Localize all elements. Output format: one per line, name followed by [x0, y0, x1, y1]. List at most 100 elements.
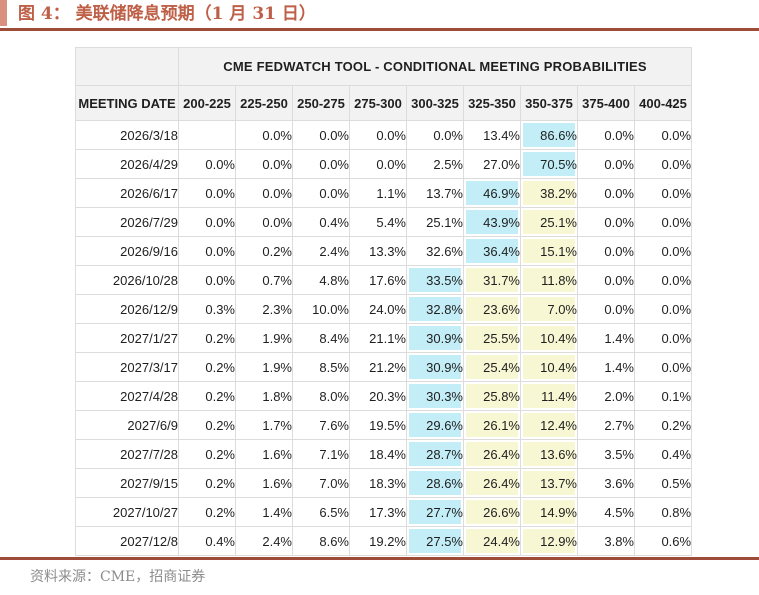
- range-header: 375-400: [577, 85, 635, 121]
- probability-cell: 3.8%: [577, 526, 635, 556]
- probability-cell: 13.7%: [406, 178, 464, 208]
- probability-cell: 86.6%: [520, 120, 578, 150]
- meeting-date-cell: 2026/3/18: [75, 120, 179, 150]
- probability-cell: 0.0%: [577, 294, 635, 324]
- probability-cell: 7.1%: [292, 439, 350, 469]
- probability-cell: 1.9%: [235, 352, 293, 382]
- probability-cell: 0.3%: [178, 294, 236, 324]
- probability-table-body: 2026/3/18 0.0% 0.0% 0.0% 0.0% 13.4% 86.6% 0.0% 0…: [75, 120, 693, 556]
- probability-cell: 7.6%: [292, 410, 350, 440]
- table-row: 2027/9/15 0.2% 1.6% 7.0% 18.3% 28.6% 26.4% 13.7…: [75, 468, 693, 498]
- table-title: CME FEDWATCH TOOL - CONDITIONAL MEETING …: [177, 47, 693, 86]
- meeting-date-cell: 2027/9/15: [75, 468, 179, 498]
- probability-cell: 18.4%: [349, 439, 407, 469]
- table-row: 2027/6/9 0.2% 1.7% 7.6% 19.5% 29.6% 26.1% 12.4%…: [75, 410, 693, 440]
- meeting-date-cell: 2026/12/9: [75, 294, 179, 324]
- probability-cell: 0.2%: [178, 439, 236, 469]
- source-line: 资料来源：CME，招商证券: [30, 566, 205, 586]
- probability-cell: 0.0%: [178, 207, 236, 237]
- corner-cell: [75, 47, 179, 86]
- meeting-date-cell: 2027/12/8: [75, 526, 179, 556]
- probability-cell: 2.7%: [577, 410, 635, 440]
- meeting-date-cell: 2026/6/17: [75, 178, 179, 208]
- probability-cell: 0.5%: [633, 468, 693, 498]
- probability-cell: 8.5%: [292, 352, 350, 382]
- probability-cell: 70.5%: [520, 149, 578, 179]
- meeting-date-cell: 2027/1/27: [75, 323, 179, 353]
- probability-cell: 27.0%: [463, 149, 521, 179]
- probability-cell: 36.4%: [463, 236, 521, 266]
- probability-cell: 4.8%: [292, 265, 350, 295]
- table-row: 2027/7/28 0.2% 1.6% 7.1% 18.4% 28.7% 26.4% 13.6…: [75, 439, 693, 469]
- probability-cell: 27.5%: [406, 526, 464, 556]
- probability-cell: 0.0%: [577, 178, 635, 208]
- probability-cell: 8.6%: [292, 526, 350, 556]
- probability-cell: 0.0%: [633, 294, 693, 324]
- probability-cell: 0.0%: [577, 265, 635, 295]
- probability-cell: 13.3%: [349, 236, 407, 266]
- probability-cell: 7.0%: [292, 468, 350, 498]
- range-header: 350-375: [520, 85, 578, 121]
- probability-cell: 1.1%: [349, 178, 407, 208]
- probability-cell: 20.3%: [349, 381, 407, 411]
- probability-cell: 0.0%: [633, 323, 693, 353]
- probability-cell: 8.4%: [292, 323, 350, 353]
- probability-cell: 0.0%: [633, 236, 693, 266]
- table-row: 2027/12/8 0.4% 2.4% 8.6% 19.2% 27.5% 24.4% 12.9…: [75, 526, 693, 556]
- probability-cell: 0.0%: [633, 207, 693, 237]
- probability-cell: 0.0%: [577, 120, 635, 150]
- meeting-date-cell: 2026/4/29: [75, 149, 179, 179]
- probability-cell: 6.5%: [292, 497, 350, 527]
- probability-cell: 0.4%: [178, 526, 236, 556]
- probability-cell: 1.8%: [235, 381, 293, 411]
- probability-cell: 0.0%: [577, 207, 635, 237]
- probability-cell: 0.0%: [349, 149, 407, 179]
- probability-cell: 21.1%: [349, 323, 407, 353]
- range-header: 225-250: [235, 85, 293, 121]
- probability-cell: 26.1%: [463, 410, 521, 440]
- fedwatch-table: CME FEDWATCH TOOL - CONDITIONAL MEETING …: [75, 47, 693, 556]
- table-row: 2026/6/17 0.0% 0.0% 0.0% 1.1% 13.7% 46.9% 38.2%…: [75, 178, 693, 208]
- probability-cell: 14.9%: [520, 497, 578, 527]
- probability-cell: 0.8%: [633, 497, 693, 527]
- probability-cell: 13.7%: [520, 468, 578, 498]
- probability-cell: 0.0%: [577, 236, 635, 266]
- probability-cell: 11.8%: [520, 265, 578, 295]
- probability-cell: 0.2%: [178, 468, 236, 498]
- probability-cell: 1.6%: [235, 439, 293, 469]
- table-row: 2026/4/29 0.0% 0.0% 0.0% 0.0% 2.5% 27.0% 70.5% 0…: [75, 149, 693, 179]
- probability-cell: 0.1%: [633, 381, 693, 411]
- probability-cell: 31.7%: [463, 265, 521, 295]
- probability-cell: 2.0%: [577, 381, 635, 411]
- table-row: 2026/10/28 0.0% 0.7% 4.8% 17.6% 33.5% 31.7% 11.…: [75, 265, 693, 295]
- probability-cell: 24.0%: [349, 294, 407, 324]
- fedwatch-table-container: CME FEDWATCH TOOL - CONDITIONAL MEETING …: [75, 47, 693, 556]
- probability-cell: 32.6%: [406, 236, 464, 266]
- table-row: 2027/10/27 0.2% 1.4% 6.5% 17.3% 27.7% 26.6% 14.…: [75, 497, 693, 527]
- probability-cell: 0.0%: [178, 265, 236, 295]
- probability-cell: 10.4%: [520, 323, 578, 353]
- probability-cell: [178, 120, 236, 150]
- probability-cell: 19.2%: [349, 526, 407, 556]
- probability-cell: 26.4%: [463, 439, 521, 469]
- probability-cell: 7.0%: [520, 294, 578, 324]
- meeting-date-cell: 2027/4/28: [75, 381, 179, 411]
- probability-cell: 13.6%: [520, 439, 578, 469]
- range-header: 325-350: [463, 85, 521, 121]
- probability-cell: 33.5%: [406, 265, 464, 295]
- probability-cell: 1.4%: [577, 352, 635, 382]
- probability-cell: 12.4%: [520, 410, 578, 440]
- title-rule: [0, 28, 759, 31]
- probability-cell: 2.4%: [235, 526, 293, 556]
- probability-cell: 27.7%: [406, 497, 464, 527]
- probability-cell: 1.6%: [235, 468, 293, 498]
- meeting-date-cell: 2026/7/29: [75, 207, 179, 237]
- probability-cell: 19.5%: [349, 410, 407, 440]
- table-row: 2027/4/28 0.2% 1.8% 8.0% 20.3% 30.3% 25.8% 11.4…: [75, 381, 693, 411]
- probability-cell: 0.0%: [633, 178, 693, 208]
- probability-cell: 3.6%: [577, 468, 635, 498]
- range-header-row: MEETING DATE 200-225 225-250 250-275 275-30…: [75, 85, 693, 121]
- probability-cell: 0.6%: [633, 526, 693, 556]
- probability-cell: 0.0%: [235, 120, 293, 150]
- probability-cell: 0.2%: [178, 323, 236, 353]
